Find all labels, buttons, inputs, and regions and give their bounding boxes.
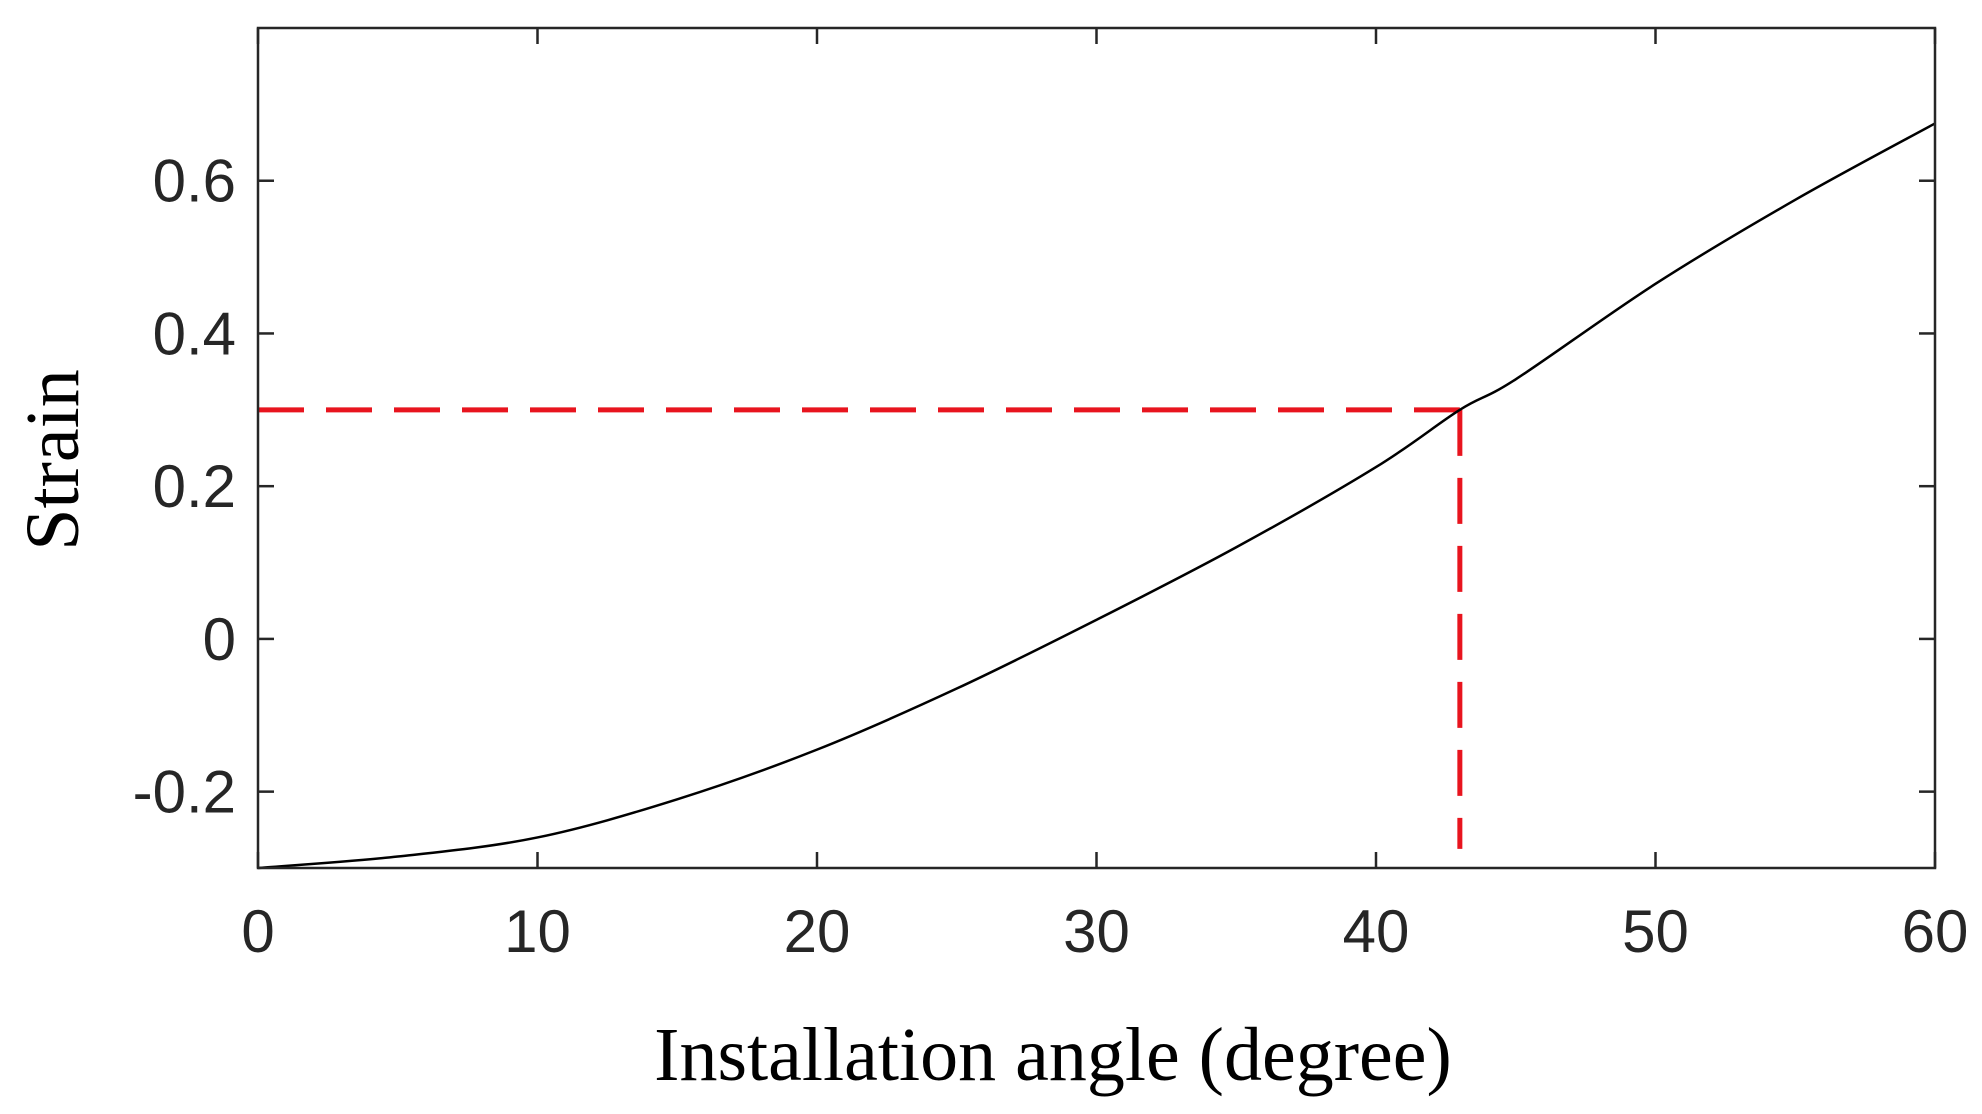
plot-area-frame xyxy=(256,26,1937,870)
y-tick-label-1: 0 xyxy=(203,606,236,673)
axis-ticks xyxy=(256,28,1937,868)
y-axis-title: Strain xyxy=(11,369,95,551)
y-tick-labels: -0.2 0 0.2 0.4 0.6 xyxy=(133,148,236,826)
y-tick-label-4: 0.6 xyxy=(153,148,236,215)
x-tick-label-3: 30 xyxy=(1063,898,1130,965)
x-tick-label-0: 0 xyxy=(241,898,274,965)
x-tick-label-5: 50 xyxy=(1622,898,1689,965)
x-tick-label-4: 40 xyxy=(1343,898,1410,965)
y-tick-label-0: -0.2 xyxy=(133,759,236,826)
y-tick-label-3: 0.4 xyxy=(153,300,236,367)
x-tick-label-2: 20 xyxy=(784,898,851,965)
reference-lines xyxy=(258,407,1463,849)
x-tick-label-1: 10 xyxy=(504,898,571,965)
y-tick-label-2: 0.2 xyxy=(153,453,236,520)
series-line-0 xyxy=(257,122,1936,870)
x-tick-label-6: 60 xyxy=(1902,898,1969,965)
x-axis-title: Installation angle (degree) xyxy=(654,1013,1452,1097)
series-layer xyxy=(257,122,1936,870)
x-tick-labels: 0 10 20 30 40 50 60 xyxy=(241,898,1968,965)
